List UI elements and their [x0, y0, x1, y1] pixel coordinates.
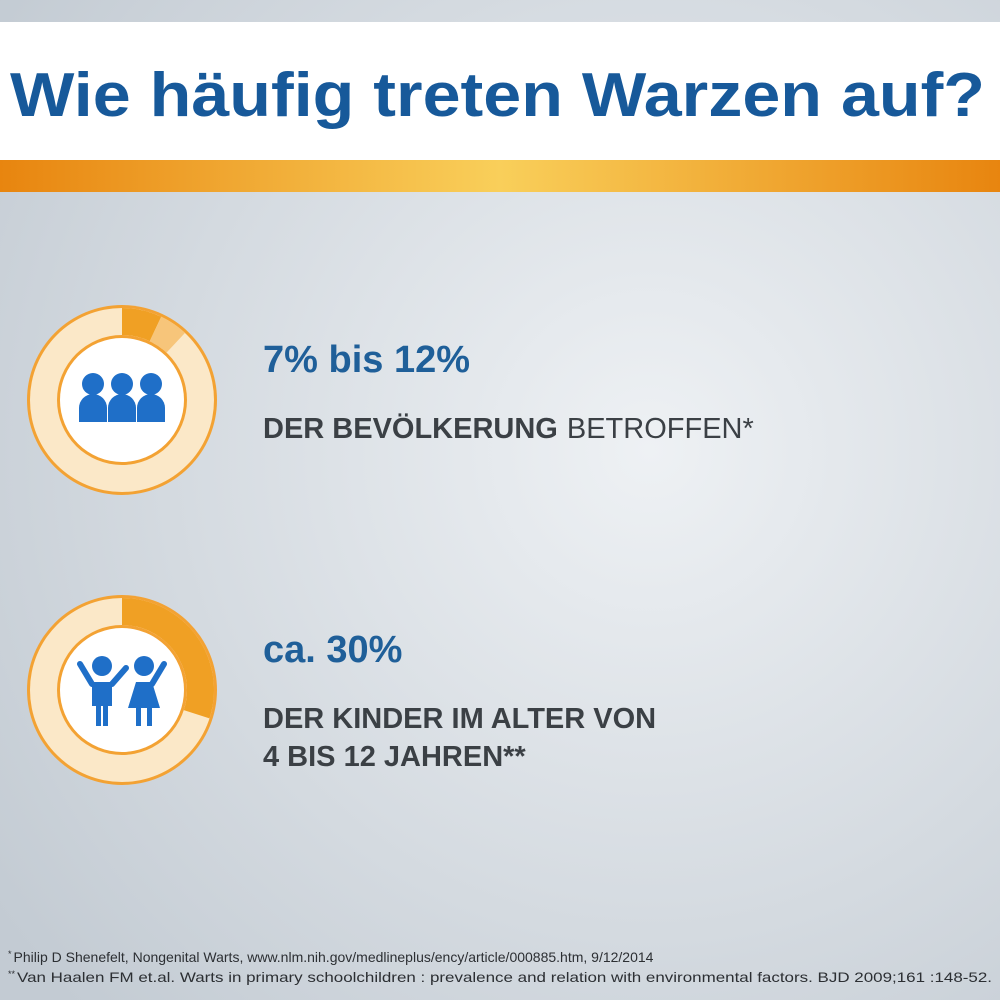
- footnote-text: Philip D Shenefelt, Nongenital Warts, ww…: [14, 949, 654, 965]
- children-icon: [77, 656, 167, 726]
- donut-segment: [149, 316, 185, 353]
- fact-headline: 7% bis 12%: [263, 339, 470, 381]
- donut-2: [27, 595, 217, 785]
- footnote: * Philip D Shenefelt, Nongenital Warts, w…: [8, 949, 654, 965]
- donut-1: [27, 305, 217, 495]
- accent-bar: [0, 160, 1000, 192]
- title: Wie häufig treten Warzen auf?: [10, 61, 985, 130]
- fact-text-bold: DER BEVÖLKERUNG: [263, 412, 558, 445]
- footnote-marker: **: [8, 969, 16, 979]
- footnote: ** Van Haalen FM et.al. Warts in primary …: [8, 969, 992, 985]
- footnote-text: Van Haalen FM et.al. Warts in primary sc…: [17, 969, 992, 985]
- footnote-marker: *: [8, 949, 12, 959]
- donut-segment: [122, 598, 214, 719]
- fact-text-line: 4 BIS 12 JAHREN**: [263, 741, 526, 773]
- fact-text: DER BEVÖLKERUNG BETROFFEN*: [263, 412, 754, 445]
- donut-segment: [122, 308, 162, 342]
- fact-headline: ca. 30%: [263, 629, 402, 671]
- fact-text-line: DER KINDER IM ALTER VON: [263, 703, 656, 735]
- people-icon: [79, 373, 165, 422]
- fact-text-regular: BETROFFEN*: [567, 413, 754, 445]
- donut-center: [60, 628, 184, 752]
- header-band: [0, 22, 1000, 160]
